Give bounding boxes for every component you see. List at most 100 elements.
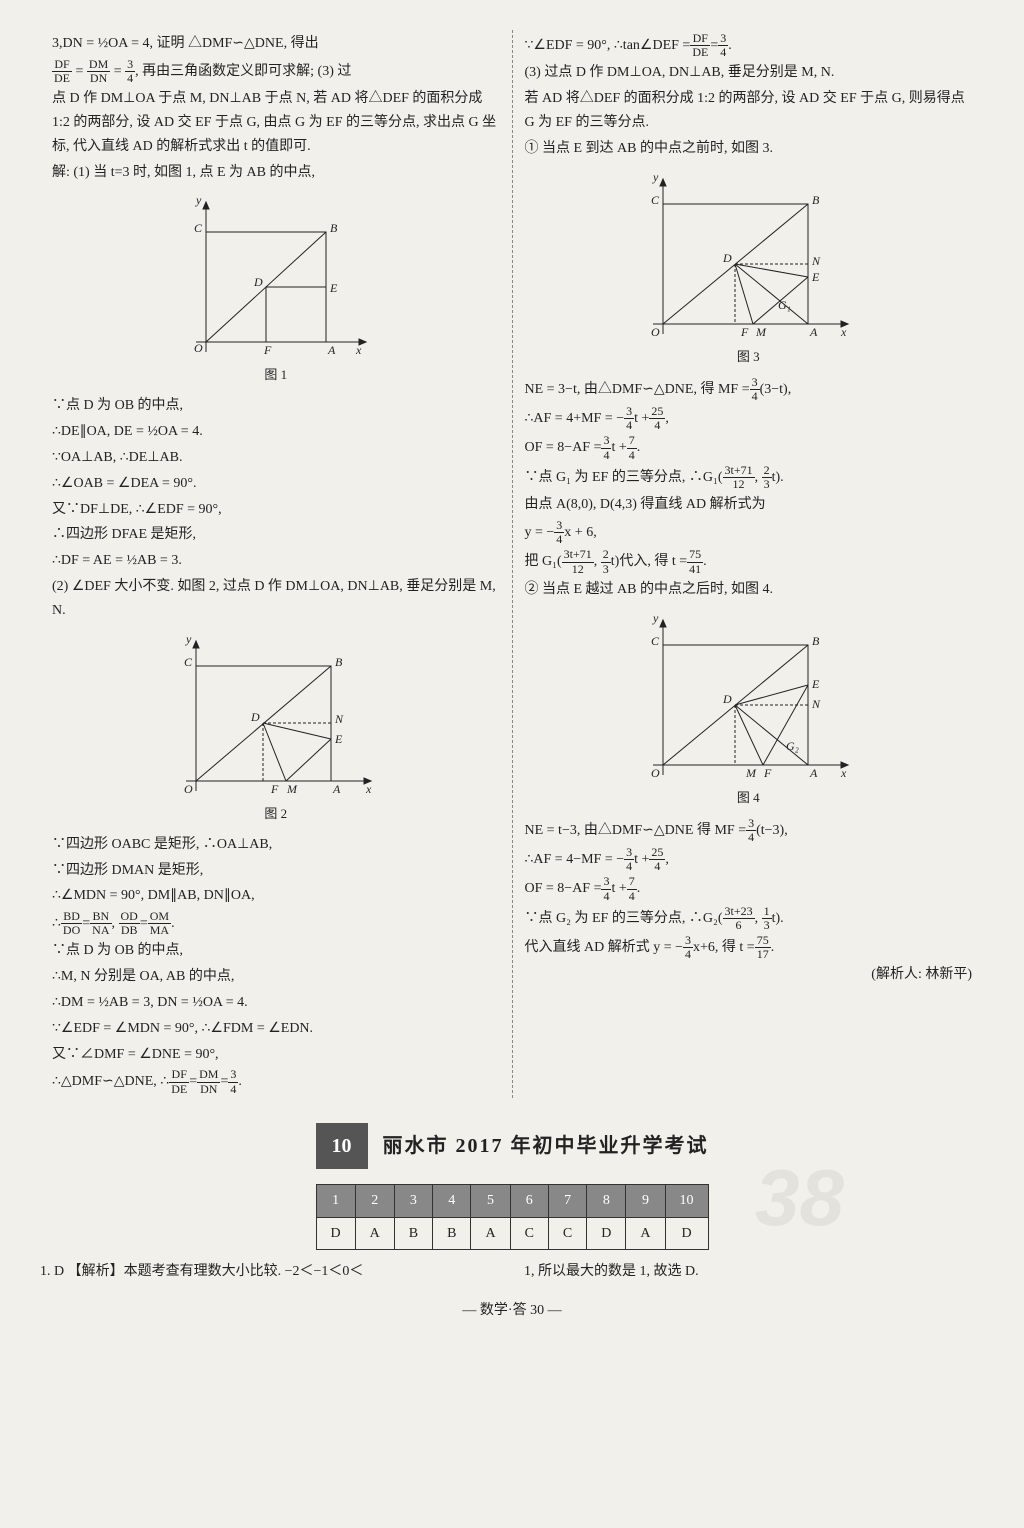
svg-text:O: O — [184, 782, 193, 796]
text-line: ∵OA⊥AB, ∴DE⊥AB. — [52, 446, 500, 470]
text-line: y = −34x + 6, — [525, 519, 973, 546]
figure-1: OAF CB DE xy 图 1 — [52, 192, 500, 386]
text-line: ∵∠EDF = 90°, ∴tan∠DEF =DFDE=34. — [525, 32, 973, 59]
svg-text:C: C — [184, 655, 193, 669]
section-number: 10 — [316, 1123, 368, 1169]
svg-text:O: O — [651, 766, 660, 780]
svg-text:N: N — [334, 712, 344, 726]
text-line: ② 当点 E 越过 AB 的中点之后时, 如图 4. — [525, 578, 973, 602]
table-cell: D — [316, 1217, 355, 1250]
text-line: 代入直线 AD 解析式 y = −34x+6, 得 t =7517. — [525, 934, 973, 961]
bottom-right-text: 1, 所以最大的数是 1, 故选 D. — [524, 1260, 984, 1284]
svg-text:y: y — [195, 193, 202, 207]
figure-4: OA MF CB DEN G₂ xy 图 4 — [525, 610, 973, 809]
section-header: 10 丽水市 2017 年初中毕业升学考试 — [40, 1123, 984, 1169]
svg-text:A: A — [332, 782, 341, 796]
text-line: ① 当点 E 到达 AB 的中点之前时, 如图 3. — [525, 137, 973, 161]
right-column: ∵∠EDF = 90°, ∴tan∠DEF =DFDE=34. (3) 过点 D… — [513, 30, 985, 1098]
svg-text:M: M — [286, 782, 298, 796]
svg-text:A: A — [327, 343, 336, 357]
svg-text:M: M — [745, 766, 757, 780]
text-line: (3) 过点 D 作 DM⊥OA, DN⊥AB, 垂足分别是 M, N. — [525, 61, 973, 85]
text-line: NE = t−3, 由△DMF∽△DNE 得 MF =34(t−3), — [525, 817, 973, 844]
svg-text:y: y — [652, 611, 659, 625]
svg-text:E: E — [334, 732, 343, 746]
text-line: ∴AF = 4+MF = −34t +254, — [525, 405, 973, 432]
text-line: ∴△DMF∽△DNE, ∴DFDE=DMDN=34. — [52, 1068, 500, 1095]
table-cell: C — [510, 1217, 548, 1250]
text-line: ∵四边形 DMAN 是矩形, — [52, 859, 500, 883]
text-line: ∴DF = AE = ½AB = 3. — [52, 549, 500, 573]
text-line: ∵∠EDF = ∠MDN = 90°, ∴∠FDM = ∠EDN. — [52, 1017, 500, 1041]
svg-text:C: C — [651, 634, 660, 648]
table-cell: C — [548, 1217, 586, 1250]
text-line: ∴∠MDN = 90°, DM∥AB, DN∥OA, — [52, 884, 500, 908]
figure-label: 图 2 — [52, 803, 500, 825]
table-header-row: 1 2 3 4 5 6 7 8 9 10 — [316, 1184, 708, 1217]
svg-text:G₁: G₁ — [778, 298, 791, 312]
text-line: DFDE = DMDN = 34, 再由三角函数定义即可求解; (3) 过 — [52, 58, 500, 85]
answer-table: 1 2 3 4 5 6 7 8 9 10 D A B B A C C D A D — [316, 1184, 709, 1251]
text-line: OF = 8−AF =34t +74. — [525, 875, 973, 902]
table-cell: B — [433, 1217, 471, 1250]
table-cell: A — [471, 1217, 510, 1250]
two-column-layout: 3,DN = ½OA = 4, 证明 △DMF∽△DNE, 得出 DFDE = … — [40, 30, 984, 1098]
table-row: D A B B A C C D A D — [316, 1217, 708, 1250]
table-header: 5 — [471, 1184, 510, 1217]
text-line: ∴DM = ½AB = 3, DN = ½OA = 4. — [52, 991, 500, 1015]
svg-text:B: B — [330, 221, 338, 235]
svg-text:D: D — [722, 692, 732, 706]
svg-text:B: B — [335, 655, 343, 669]
table-header: 3 — [394, 1184, 432, 1217]
svg-text:G₂: G₂ — [786, 739, 799, 753]
svg-text:B: B — [812, 634, 820, 648]
bottom-left-text: 1. D 【解析】本题考查有理数大小比较. −2＜−1＜0＜ — [40, 1260, 500, 1284]
svg-text:M: M — [755, 325, 767, 339]
svg-text:x: x — [355, 343, 362, 357]
table-header: 6 — [510, 1184, 548, 1217]
table-header: 4 — [433, 1184, 471, 1217]
table-header: 2 — [355, 1184, 394, 1217]
section-title: 丽水市 2017 年初中毕业升学考试 — [383, 1129, 709, 1163]
text-line: 3,DN = ½OA = 4, 证明 △DMF∽△DNE, 得出 — [52, 32, 500, 56]
svg-text:E: E — [811, 677, 820, 691]
text-line: 由点 A(8,0), D(4,3) 得直线 AD 解析式为 — [525, 493, 973, 517]
text-line: ∴∠OAB = ∠DEA = 90°. — [52, 472, 500, 496]
text-line: 把 G₁(3t+7112, 23t)代入, 得 t =7541. — [525, 548, 973, 575]
text-line: ∵四边形 OABC 是矩形, ∴OA⊥AB, — [52, 833, 500, 857]
svg-text:E: E — [811, 270, 820, 284]
text-line: NE = 3−t, 由△DMF∽△DNE, 得 MF =34(3−t), — [525, 376, 973, 403]
svg-text:F: F — [270, 782, 279, 796]
svg-text:y: y — [652, 170, 659, 184]
svg-text:O: O — [194, 341, 203, 355]
svg-text:N: N — [811, 697, 821, 711]
author-credit: (解析人: 林新平) — [525, 963, 973, 987]
svg-text:x: x — [840, 325, 847, 339]
svg-text:C: C — [651, 193, 660, 207]
text-line: 点 D 作 DM⊥OA 于点 M, DN⊥AB 于点 N, 若 AD 将△DEF… — [52, 87, 500, 158]
svg-text:O: O — [651, 325, 660, 339]
table-cell: A — [355, 1217, 394, 1250]
text-line: (2) ∠DEF 大小不变. 如图 2, 过点 D 作 DM⊥OA, DN⊥AB… — [52, 575, 500, 623]
svg-text:D: D — [250, 710, 260, 724]
table-cell: D — [587, 1217, 626, 1250]
svg-text:C: C — [194, 221, 203, 235]
svg-text:B: B — [812, 193, 820, 207]
text-line: 若 AD 将△DEF 的面积分成 1:2 的两部分, 设 AD 交 EF 于点 … — [525, 87, 973, 135]
table-cell: B — [394, 1217, 432, 1250]
text-line: ∵点 G₁ 为 EF 的三等分点, ∴G₁(3t+7112, 23t). — [525, 464, 973, 491]
table-header: 1 — [316, 1184, 355, 1217]
table-header: 7 — [548, 1184, 586, 1217]
svg-text:x: x — [365, 782, 372, 796]
page-footer: — 数学·答 30 — — [40, 1299, 984, 1323]
figure-label: 图 1 — [52, 364, 500, 386]
svg-text:x: x — [840, 766, 847, 780]
text-line: ∵点 G₂ 为 EF 的三等分点, ∴G₂(3t+236, 13t). — [525, 905, 973, 932]
svg-text:E: E — [329, 281, 338, 295]
svg-text:N: N — [811, 254, 821, 268]
bottom-text-row: 1. D 【解析】本题考查有理数大小比较. −2＜−1＜0＜ 1, 所以最大的数… — [40, 1260, 984, 1284]
table-cell: D — [665, 1217, 708, 1250]
text-line: ∴BDDO=BNNA, ODDB=OMMA. — [52, 910, 500, 937]
figure-2: OA FM CB DNE xy 图 2 — [52, 631, 500, 825]
text-line: 又∵DF⊥DE, ∴∠EDF = 90°, — [52, 498, 500, 522]
